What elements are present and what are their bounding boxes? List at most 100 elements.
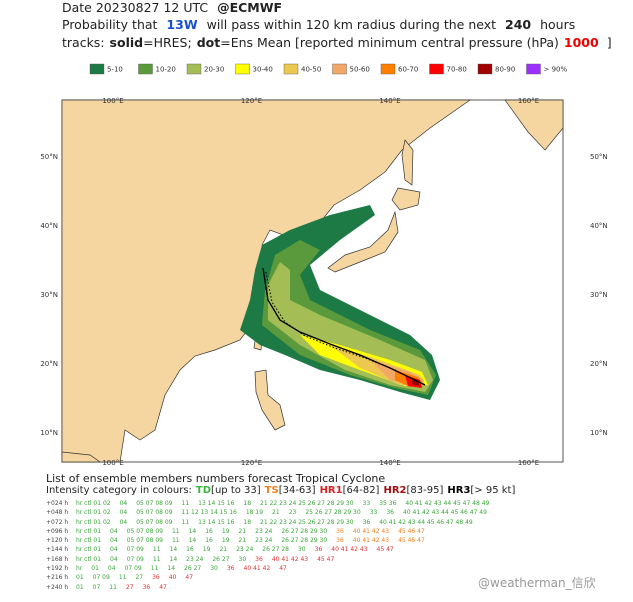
pressure: 1000 [563, 35, 599, 50]
legend-swatch [235, 63, 250, 75]
lon-label: 100°E [102, 97, 123, 105]
member-cell: 40 41 42 43 [331, 546, 368, 554]
intensity-text: HR2 [383, 485, 407, 496]
text: =Ens Mean [reported minimum central pres… [220, 35, 559, 50]
member-cell: 01 [76, 583, 84, 591]
member-cell: 07 09 [124, 565, 142, 573]
member-cell: 05 07 08 09 [136, 500, 173, 507]
legend-label: 70-80 [447, 66, 467, 74]
header-line: tracks: solid=HRES; dot=Ens Mean [reported… [62, 35, 617, 50]
member-cell: 18 [243, 518, 252, 526]
ens-mean-track [265, 271, 419, 383]
intensity-text: [64-82] [342, 485, 380, 496]
member-cell: 18 19 [245, 509, 264, 517]
member-cell: hr ctl 01 02 [76, 500, 111, 507]
rows: +024 h hr ctl 01 02 04 05 07 08 09 11 13 14 1… [46, 500, 626, 593]
member-cell: 45 47 [317, 555, 335, 563]
member-cell: 05 07 08 09 [136, 509, 173, 517]
lat-label: 30°N [40, 291, 58, 299]
member-cell: 36 [226, 565, 235, 573]
member-cell: 07 09 [126, 546, 144, 554]
member-cell: 36 [362, 518, 371, 526]
honshu [327, 210, 399, 273]
member-cell: 04 [110, 537, 118, 545]
member-cell: 23 24 [236, 546, 254, 554]
legend-label: 40-50 [301, 66, 321, 74]
lead-time: +168 h [46, 555, 69, 563]
lon-label: 100°E [102, 459, 123, 467]
member-cell: hr ctl 01 02 [76, 518, 111, 526]
member-cell: 21 [238, 527, 247, 535]
philippines [254, 369, 286, 431]
legend-label: 5-10 [107, 66, 123, 74]
lat-label: 20°N [40, 360, 58, 368]
member-cell: 26 27 [184, 565, 202, 573]
member-cell: 26 27 28 29 30 [281, 537, 328, 545]
lead-time: +024 h [46, 500, 69, 507]
member-cell: 16 [205, 527, 213, 535]
legend-label: 30-40 [253, 66, 273, 74]
hres-track [262, 267, 426, 386]
member-cell: 04 [107, 565, 116, 573]
lat-label: 30°N [590, 291, 608, 299]
member-cell: 19 [202, 546, 211, 554]
lead-time: +144 h [46, 546, 69, 554]
member-cell: 23 24 [255, 527, 273, 535]
member-cell: 36 [314, 546, 323, 554]
legend-swatch [138, 63, 153, 75]
lat-label: 40°N [590, 222, 608, 230]
text: dot [196, 35, 221, 50]
member-cell: hr ctl 01 [76, 537, 102, 545]
member-cell: 11 [152, 546, 161, 554]
member-cell: 05 07 08 09 [136, 518, 173, 526]
lon-label: 160°E [518, 97, 539, 105]
member-cell: 04 [119, 500, 128, 507]
member-cell: 05 07 08 09 [126, 527, 163, 535]
member-cell: 04 [110, 546, 118, 554]
intensity-text: HR3 [447, 485, 471, 496]
text: =HRES; [143, 35, 192, 50]
intensity-text: [> 95 kt] [470, 485, 516, 496]
intensity-text: [34-63] [278, 485, 316, 496]
member-cell: 33 [369, 509, 378, 517]
member-cell: 14 [169, 546, 178, 554]
member-cell: hr ctl 01 [76, 527, 102, 535]
member-cell: 11 [181, 500, 190, 507]
member-cell: 19 [221, 537, 230, 545]
storm-name: 13W [166, 17, 198, 32]
member-cell: 30 [297, 546, 306, 554]
legend-label: > 90% [544, 66, 568, 74]
member-cell: 11 [150, 565, 159, 573]
member-cell: 40 41 42 43 44 45 46 47 49 [402, 509, 487, 517]
watermark: @weatherman_信欣 [478, 576, 596, 590]
member-row: +024 h hr ctl 01 02 04 05 07 08 09 11 13 14 1… [46, 500, 626, 509]
lat-label: 10°N [40, 429, 58, 437]
kamchatka [504, 99, 564, 151]
legend-label: 60-70 [398, 66, 418, 74]
member-cell: 23 [288, 509, 297, 517]
legend-swatch [283, 63, 299, 75]
intensity-text: [up to 33] [211, 485, 261, 496]
legend-swatch [332, 63, 347, 75]
legend-swatch [89, 63, 105, 75]
lon-label: 120°E [241, 459, 262, 467]
legend-swatch [380, 63, 396, 75]
member-cell: 18 [243, 500, 252, 507]
text: hours [540, 17, 576, 32]
member-cell: 11 [181, 518, 190, 526]
lead-time: +048 h [46, 509, 69, 517]
member-cell: 36 [386, 509, 394, 517]
member-cell: 14 [169, 555, 178, 563]
member-cell: 21 [238, 537, 247, 545]
legend-label: 80-90 [495, 66, 515, 74]
source: @ECMWF [217, 0, 283, 15]
intensity-legend: Intensity category in colours: TD[up to 3… [46, 485, 626, 496]
member-row: +240 h 01 07 11 27 36 47 [46, 584, 626, 593]
member-cell: 11 [171, 537, 180, 545]
member-cell: 04 [110, 527, 118, 535]
lat-label: 50°N [40, 153, 58, 161]
member-cell: 47 [279, 565, 287, 573]
intensity-text: [83-95] [406, 485, 444, 496]
member-cell: 14 [188, 527, 197, 535]
member-cell: 11 [118, 574, 127, 582]
